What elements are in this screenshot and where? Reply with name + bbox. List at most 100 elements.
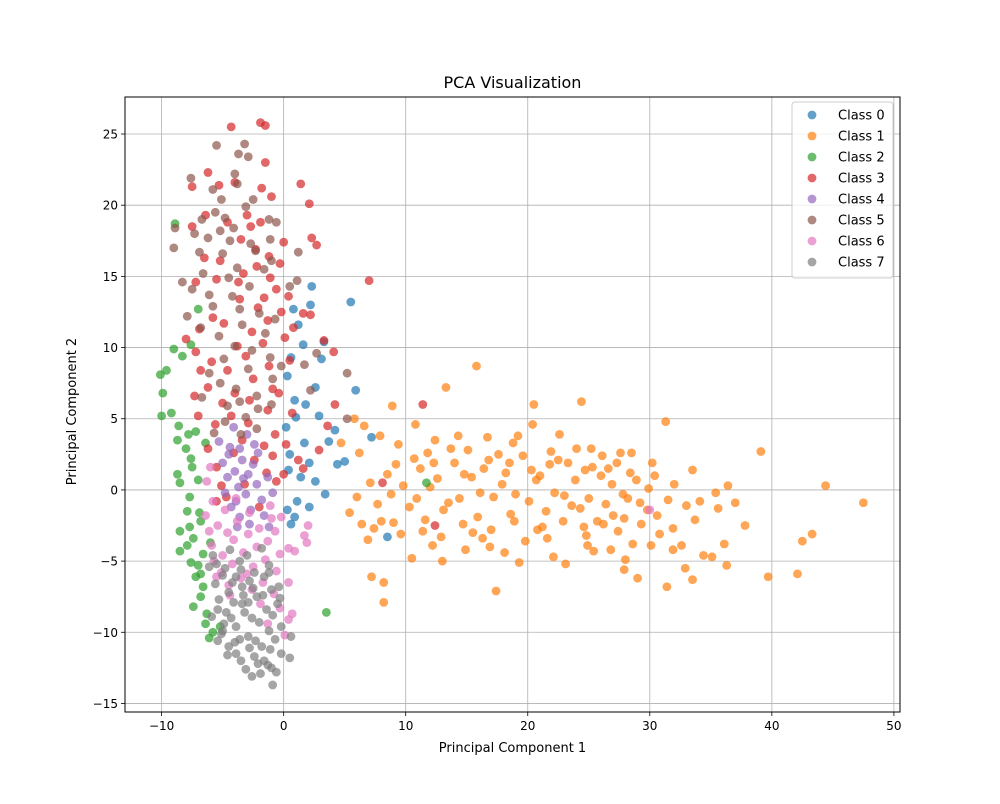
- data-point: [225, 545, 235, 555]
- data-point: [223, 528, 232, 538]
- data-point: [270, 429, 280, 439]
- data-point: [259, 293, 269, 303]
- data-point: [531, 475, 541, 485]
- data-point: [310, 476, 320, 486]
- series-class-0: [281, 281, 392, 542]
- data-point: [730, 498, 740, 508]
- data-point: [472, 361, 481, 371]
- legend-marker: [807, 110, 817, 120]
- y-tick-label: 0: [110, 483, 118, 497]
- data-point: [181, 334, 191, 344]
- data-point: [243, 469, 253, 479]
- data-point: [241, 351, 251, 361]
- data-point: [420, 515, 430, 525]
- legend-box: [791, 101, 894, 279]
- data-point: [259, 264, 269, 274]
- data-point: [199, 253, 209, 263]
- data-point: [342, 368, 352, 378]
- data-point: [301, 400, 311, 409]
- data-point: [324, 437, 334, 446]
- data-point: [223, 401, 232, 411]
- legend-item: Class 0: [807, 109, 885, 124]
- data-point: [196, 516, 206, 526]
- data-point: [375, 431, 385, 441]
- data-point: [219, 619, 229, 629]
- x-tick-label: 10: [398, 719, 413, 733]
- data-point: [633, 573, 642, 583]
- data-point: [567, 501, 577, 510]
- data-point: [483, 432, 492, 442]
- data-point: [529, 400, 539, 409]
- data-point: [528, 420, 538, 429]
- data-point: [191, 277, 201, 287]
- data-point: [597, 451, 607, 461]
- data-point: [267, 400, 276, 409]
- data-point: [207, 612, 217, 622]
- legend-marker: [807, 152, 817, 162]
- data-point: [237, 599, 247, 609]
- data-point: [367, 572, 376, 582]
- data-point: [627, 448, 636, 458]
- data-point: [628, 539, 638, 549]
- data-point: [259, 511, 269, 520]
- data-point: [662, 582, 672, 592]
- data-point: [430, 435, 440, 445]
- y-tick-label: 15: [103, 270, 118, 284]
- data-point: [214, 595, 224, 604]
- data-point: [321, 607, 331, 617]
- x-tick-label: 50: [886, 719, 901, 733]
- data-point: [173, 435, 182, 445]
- data-point: [298, 308, 308, 318]
- data-point: [441, 383, 451, 392]
- data-point: [268, 610, 278, 620]
- data-point: [433, 474, 442, 483]
- data-point: [279, 469, 289, 479]
- data-point: [302, 538, 312, 547]
- data-point: [373, 499, 383, 509]
- legend-label: Class 2: [838, 151, 885, 166]
- data-point: [282, 371, 292, 381]
- data-point: [263, 472, 273, 482]
- data-point: [181, 444, 191, 454]
- data-point: [378, 478, 387, 488]
- data-point: [186, 173, 196, 183]
- data-point: [210, 207, 220, 217]
- data-point: [558, 516, 568, 526]
- data-point: [607, 479, 617, 489]
- data-point: [429, 458, 439, 468]
- data-point: [245, 395, 254, 405]
- legend-item: Class 4: [807, 193, 885, 208]
- data-point: [260, 158, 270, 167]
- data-point: [473, 512, 483, 522]
- data-point: [625, 468, 635, 478]
- data-point: [275, 259, 285, 268]
- data-point: [264, 568, 274, 577]
- legend-item: Class 3: [807, 172, 885, 187]
- data-point: [241, 412, 251, 422]
- data-point: [669, 479, 679, 489]
- data-point: [196, 365, 206, 375]
- data-point: [208, 496, 218, 506]
- data-point: [268, 374, 278, 384]
- data-point: [264, 626, 274, 636]
- data-point: [409, 454, 419, 463]
- data-point: [271, 667, 281, 677]
- data-point: [317, 354, 326, 364]
- data-point: [559, 491, 569, 501]
- data-point: [524, 496, 534, 506]
- data-point: [186, 340, 196, 350]
- data-point: [251, 636, 260, 646]
- data-point: [207, 541, 217, 550]
- data-point: [267, 192, 276, 202]
- data-point: [527, 465, 536, 475]
- data-point: [226, 613, 236, 623]
- data-point: [265, 501, 275, 510]
- y-tick-label: −10: [93, 626, 118, 640]
- data-point: [218, 249, 228, 258]
- data-point: [209, 428, 219, 438]
- data-point: [619, 513, 629, 523]
- data-point: [821, 481, 830, 491]
- data-point: [225, 442, 235, 452]
- legend-label: Class 5: [838, 214, 885, 229]
